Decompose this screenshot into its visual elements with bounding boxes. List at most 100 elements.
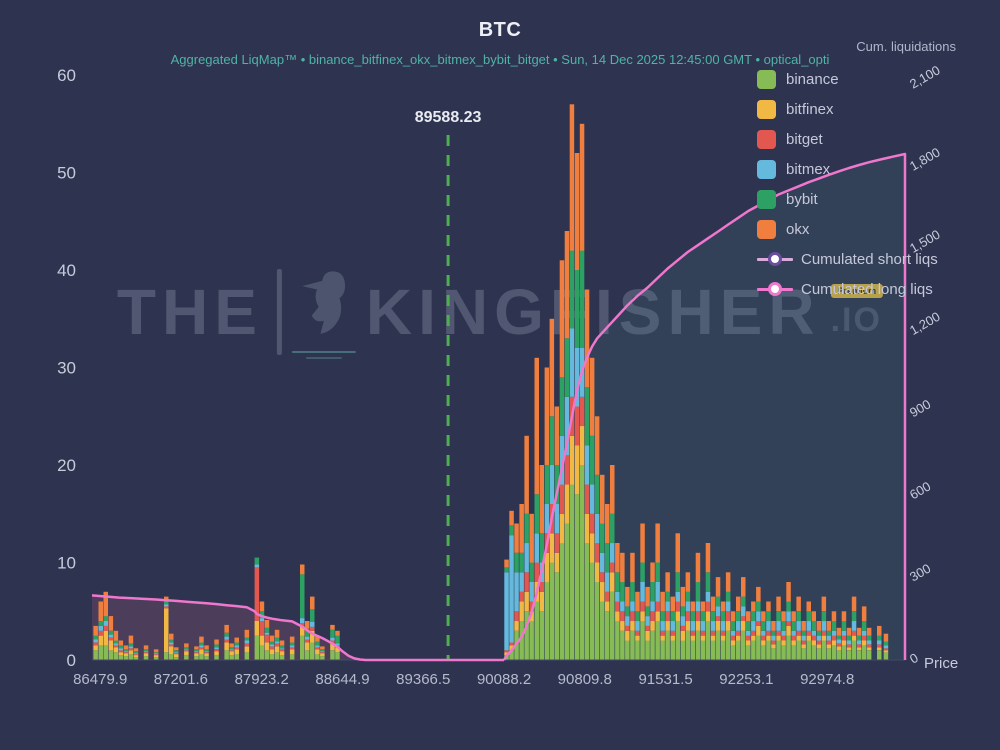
liq-bar-segment — [826, 630, 832, 636]
liq-bar-segment — [153, 649, 159, 653]
liq-bar-segment — [831, 640, 837, 646]
liq-bar-segment — [589, 357, 595, 436]
liq-bar-segment — [680, 640, 686, 660]
legend-item-okx[interactable]: okx — [757, 214, 938, 244]
liq-bar-segment — [705, 572, 711, 592]
legend-item-cumulated-long-liqs[interactable]: Cumulated long liqs — [757, 274, 938, 304]
liq-bar-segment — [544, 552, 550, 583]
liq-bar-segment — [184, 647, 189, 650]
liq-bar-segment — [564, 523, 570, 660]
liq-bar-segment — [108, 634, 114, 638]
liq-bar-segment — [259, 621, 265, 636]
liq-bar-segment — [143, 652, 149, 654]
liq-bar-segment — [710, 640, 716, 660]
liq-bar-segment — [866, 647, 872, 651]
liq-bar-segment — [791, 645, 796, 660]
liq-bar-segment — [630, 601, 635, 612]
liq-bar-segment — [504, 652, 509, 656]
liq-bar-segment — [544, 367, 550, 465]
liq-bar-segment — [635, 640, 640, 660]
liq-bar-segment — [133, 648, 139, 652]
liq-bar-segment — [269, 654, 275, 660]
liq-bar-segment — [801, 640, 806, 645]
liq-bar-segment — [539, 533, 544, 563]
liq-bar-segment — [846, 635, 852, 641]
liq-bar-segment — [174, 647, 179, 651]
liq-bar-segment — [289, 649, 295, 655]
legend-item-bitget[interactable]: bitget — [757, 124, 938, 154]
liq-bar-segment — [866, 650, 872, 661]
right-axis-title: Cum. liquidations — [856, 39, 956, 54]
legend-item-binance[interactable]: binance — [757, 64, 938, 94]
liq-bar-segment — [736, 596, 741, 612]
liq-bar-segment — [234, 649, 239, 655]
liq-bar-segment — [736, 640, 741, 660]
liq-bar-segment — [690, 621, 696, 631]
liq-bar-segment — [811, 611, 816, 622]
liq-bar-segment — [174, 657, 179, 660]
liq-bar-segment — [877, 635, 882, 641]
liq-bar-segment — [650, 582, 655, 602]
liq-bar-segment — [846, 650, 852, 661]
liq-bar-segment — [650, 611, 655, 622]
liq-bar-segment — [635, 635, 640, 641]
liq-bar-segment — [685, 621, 691, 631]
liq-bar-segment — [695, 621, 701, 631]
liq-bar-segment — [605, 504, 610, 543]
liq-bar-segment — [509, 510, 514, 526]
kingfisher-bird-icon — [291, 265, 356, 359]
liq-bar-segment — [866, 640, 872, 645]
liq-bar-segment — [640, 601, 645, 612]
liq-bar-segment — [519, 601, 524, 621]
liq-bar-segment — [305, 621, 310, 629]
liq-bar-segment — [184, 650, 189, 652]
liq-bar-segment — [118, 640, 124, 646]
liq-bar-segment — [108, 630, 114, 635]
liq-bar-segment — [730, 630, 736, 636]
liq-bar-segment — [559, 435, 565, 485]
liq-bar-segment — [594, 474, 600, 514]
liq-bar-segment — [856, 644, 862, 648]
left-tick-label: 0 — [67, 651, 76, 670]
liq-bar-segment — [751, 640, 756, 660]
liq-bar-segment — [564, 396, 570, 456]
liq-bar-segment — [725, 591, 731, 602]
liq-bar-segment — [315, 645, 320, 648]
liq-bar-segment — [244, 643, 250, 647]
liq-bar-segment — [756, 586, 761, 602]
liq-bar-segment — [610, 513, 615, 544]
liq-bar-segment — [579, 426, 585, 465]
liq-bar-segment — [194, 649, 199, 652]
liq-bar-segment — [123, 652, 129, 654]
liquidation-bars-layer[interactable] — [93, 104, 889, 661]
liq-bar-segment — [610, 465, 615, 514]
liq-bar-segment — [816, 635, 822, 641]
liq-bar-segment — [801, 644, 806, 649]
liq-bar-segment — [821, 630, 827, 636]
liq-bar-segment — [169, 642, 174, 645]
liq-bar-segment — [771, 630, 776, 636]
liq-bar-segment — [620, 630, 625, 661]
okx-swatch-icon — [757, 219, 776, 239]
liq-bar-segment — [883, 645, 889, 649]
legend-item-bitmex[interactable]: bitmex — [757, 154, 938, 184]
liq-bar-segment — [620, 611, 625, 622]
liq-bar-segment — [660, 635, 665, 641]
liq-bar-segment — [113, 647, 119, 653]
cumulated-long-liqs-line — [91, 594, 504, 662]
liq-bar-segment — [310, 622, 315, 627]
liq-bar-segment — [645, 640, 650, 660]
liq-bar-segment — [620, 621, 625, 631]
liq-bar-segment — [549, 318, 555, 417]
liq-bar-segment — [199, 645, 204, 648]
liq-bar-segment — [600, 582, 605, 602]
liq-bar-segment — [605, 611, 610, 661]
liq-bar-segment — [108, 650, 114, 661]
legend-item-bitfinex[interactable]: bitfinex — [757, 94, 938, 124]
liq-bar-segment — [289, 647, 295, 650]
legend-item-bybit[interactable]: bybit — [757, 184, 938, 214]
liq-bar-segment — [574, 494, 580, 661]
legend-item-cumulated-short-liqs[interactable]: Cumulated short liqs — [757, 244, 938, 274]
liq-bar-segment — [315, 654, 320, 660]
